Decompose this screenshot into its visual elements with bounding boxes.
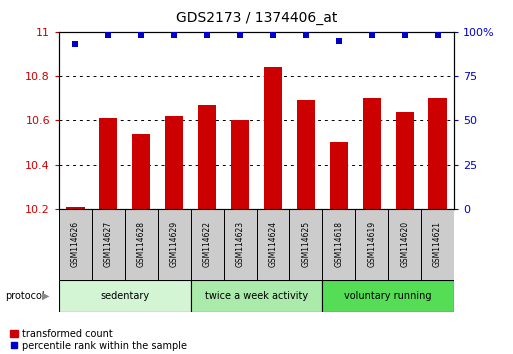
Bar xyxy=(198,105,216,209)
Text: GSM114627: GSM114627 xyxy=(104,221,113,267)
Point xyxy=(302,33,310,38)
Bar xyxy=(421,209,454,280)
Text: protocol: protocol xyxy=(5,291,45,301)
Bar xyxy=(322,209,355,280)
Bar xyxy=(322,280,454,312)
Bar xyxy=(363,98,381,209)
Text: GSM114628: GSM114628 xyxy=(137,221,146,267)
Point xyxy=(71,41,80,47)
Text: GSM114622: GSM114622 xyxy=(203,221,212,267)
Bar xyxy=(132,134,150,209)
Bar xyxy=(355,209,388,280)
Bar xyxy=(297,101,315,209)
Bar xyxy=(158,209,191,280)
Bar xyxy=(191,209,224,280)
Point xyxy=(368,33,376,38)
Bar xyxy=(165,116,183,209)
Text: GSM114619: GSM114619 xyxy=(367,221,376,267)
Bar xyxy=(191,280,322,312)
Point xyxy=(104,33,112,38)
Bar xyxy=(256,209,289,280)
Text: GSM114629: GSM114629 xyxy=(170,221,179,267)
Point xyxy=(269,33,277,38)
Text: GSM114620: GSM114620 xyxy=(400,221,409,267)
Bar xyxy=(396,112,413,209)
Point xyxy=(203,33,211,38)
Bar xyxy=(125,209,158,280)
Point xyxy=(334,38,343,44)
Bar xyxy=(330,143,348,209)
Bar xyxy=(428,98,447,209)
Text: twice a week activity: twice a week activity xyxy=(205,291,308,301)
Text: GSM114618: GSM114618 xyxy=(334,221,343,267)
Bar xyxy=(59,209,92,280)
Point xyxy=(170,33,179,38)
Text: ▶: ▶ xyxy=(42,291,50,301)
Bar xyxy=(289,209,322,280)
Text: GSM114625: GSM114625 xyxy=(301,221,310,267)
Text: sedentary: sedentary xyxy=(100,291,149,301)
Text: GDS2173 / 1374406_at: GDS2173 / 1374406_at xyxy=(176,11,337,25)
Point xyxy=(433,33,442,38)
Text: GSM114623: GSM114623 xyxy=(235,221,245,267)
Bar xyxy=(100,118,117,209)
Bar xyxy=(231,120,249,209)
Point xyxy=(137,33,145,38)
Text: GSM114626: GSM114626 xyxy=(71,221,80,267)
Text: GSM114621: GSM114621 xyxy=(433,221,442,267)
Bar xyxy=(59,280,191,312)
Bar xyxy=(224,209,256,280)
Text: GSM114624: GSM114624 xyxy=(268,221,278,267)
Point xyxy=(236,33,244,38)
Bar xyxy=(264,67,282,209)
Bar xyxy=(66,207,85,209)
Legend: transformed count, percentile rank within the sample: transformed count, percentile rank withi… xyxy=(10,329,187,351)
Bar xyxy=(388,209,421,280)
Bar xyxy=(92,209,125,280)
Point xyxy=(401,33,409,38)
Text: voluntary running: voluntary running xyxy=(344,291,432,301)
